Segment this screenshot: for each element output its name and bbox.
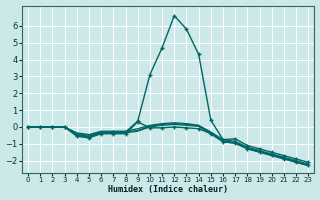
- X-axis label: Humidex (Indice chaleur): Humidex (Indice chaleur): [108, 185, 228, 194]
